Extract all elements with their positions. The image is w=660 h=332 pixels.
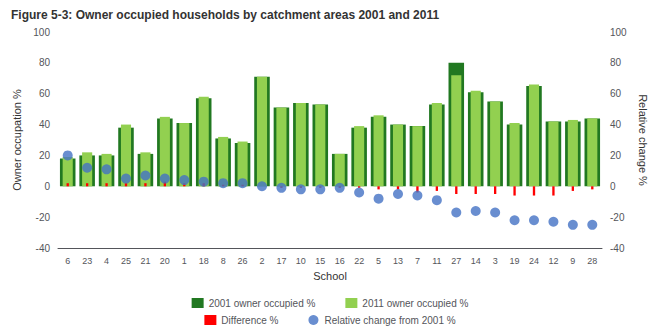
svg-text:0: 0: [44, 181, 50, 192]
svg-text:Owner occupation %: Owner occupation %: [11, 89, 23, 191]
svg-text:15: 15: [315, 256, 325, 266]
svg-text:10: 10: [296, 256, 306, 266]
svg-text:-20: -20: [610, 212, 625, 223]
svg-text:60: 60: [39, 88, 51, 99]
svg-text:25: 25: [121, 256, 131, 266]
svg-text:-40: -40: [36, 243, 51, 254]
svg-text:80: 80: [610, 57, 622, 68]
svg-text:20: 20: [610, 150, 622, 161]
svg-text:3: 3: [493, 256, 498, 266]
svg-text:-40: -40: [610, 243, 625, 254]
svg-text:14: 14: [471, 256, 481, 266]
svg-text:27: 27: [451, 256, 461, 266]
svg-text:Relative change from 2001 %: Relative change from 2001 %: [324, 315, 455, 326]
svg-text:5: 5: [376, 256, 381, 266]
svg-text:23: 23: [82, 256, 92, 266]
svg-text:4: 4: [104, 256, 109, 266]
svg-text:22: 22: [354, 256, 364, 266]
svg-text:2001 owner occupied %: 2001 owner occupied %: [209, 298, 316, 309]
svg-text:9: 9: [570, 256, 575, 266]
svg-text:19: 19: [510, 256, 520, 266]
svg-text:100: 100: [33, 27, 50, 38]
svg-text:28: 28: [587, 256, 597, 266]
svg-text:20: 20: [160, 256, 170, 266]
svg-text:16: 16: [335, 256, 345, 266]
svg-text:7: 7: [415, 256, 420, 266]
svg-text:60: 60: [610, 88, 622, 99]
svg-text:12: 12: [548, 256, 558, 266]
svg-text:2: 2: [259, 256, 264, 266]
svg-text:100: 100: [610, 27, 627, 38]
svg-text:School: School: [313, 270, 347, 282]
svg-text:40: 40: [610, 119, 622, 130]
svg-text:80: 80: [39, 57, 51, 68]
svg-text:0: 0: [610, 181, 616, 192]
svg-text:Relative change %: Relative change %: [637, 94, 649, 186]
svg-text:Figure 5-3: Owner occupied hou: Figure 5-3: Owner occupied households by…: [11, 8, 439, 22]
svg-text:11: 11: [432, 256, 441, 266]
svg-text:26: 26: [238, 256, 248, 266]
svg-text:-20: -20: [36, 212, 51, 223]
svg-text:17: 17: [276, 256, 286, 266]
svg-text:24: 24: [529, 256, 539, 266]
svg-text:8: 8: [221, 256, 226, 266]
svg-text:1: 1: [182, 256, 187, 266]
svg-text:20: 20: [39, 150, 51, 161]
svg-text:13: 13: [393, 256, 403, 266]
svg-text:Difference %: Difference %: [221, 315, 278, 326]
svg-text:18: 18: [199, 256, 209, 266]
svg-text:6: 6: [65, 256, 70, 266]
svg-text:21: 21: [140, 256, 150, 266]
svg-text:40: 40: [39, 119, 51, 130]
svg-text:2011 owner occupied %: 2011 owner occupied %: [362, 298, 468, 309]
